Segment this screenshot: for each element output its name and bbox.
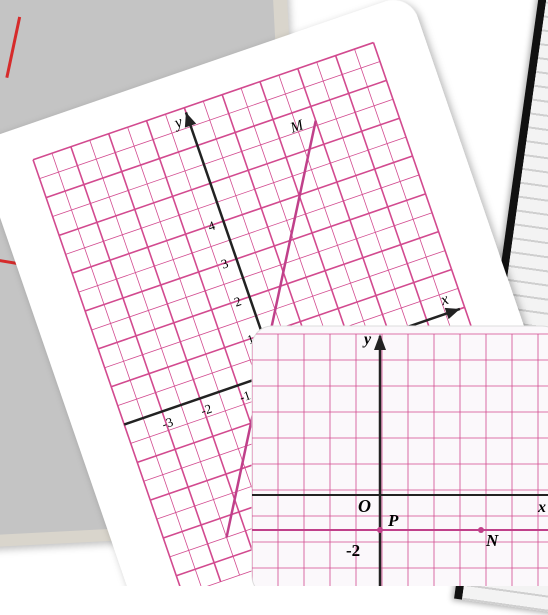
point-n: [478, 527, 484, 533]
grid-line: [32, 41, 374, 161]
x-tick-label: -2: [199, 401, 214, 419]
grid-line: [58, 117, 400, 237]
inset-grid: [252, 333, 548, 586]
grid-line: [51, 153, 203, 586]
x-axis-arrow-icon: [444, 307, 460, 320]
grid-line: [91, 212, 433, 331]
inset-x-axis-label: x: [537, 499, 546, 516]
grid-line: [45, 79, 387, 199]
inset-origin-label: O: [358, 496, 371, 516]
y-tick-label: 4: [206, 217, 218, 233]
point-p: [377, 527, 383, 533]
grid-line: [39, 61, 381, 180]
grid-line: [65, 136, 407, 255]
inset-graph-card: y x O P N -2: [251, 325, 548, 586]
inset-y-axis-arrow-icon: [374, 334, 386, 350]
grid-line: [107, 133, 260, 569]
x-tick-label: -1: [237, 387, 252, 405]
y-tick-label: 1: [245, 331, 256, 347]
grid-line: [78, 174, 420, 293]
grid-line: [70, 146, 222, 582]
grid-line: [84, 193, 426, 312]
inset-y-tick-label: -2: [346, 541, 360, 560]
inset-card-face: [251, 325, 548, 586]
point-p-label: P: [387, 511, 399, 530]
inset-y-axis-label: y: [362, 331, 372, 348]
y-tick-labels: 1 2 3 4: [206, 217, 256, 347]
y-tick-label: 2: [232, 293, 243, 309]
grid-line: [52, 98, 394, 217]
grid-line: [71, 155, 413, 274]
grid-line: [97, 230, 439, 350]
point-n-label: N: [485, 531, 499, 550]
y-tick-label: 3: [219, 255, 230, 271]
grid-line: [89, 140, 240, 576]
grid-line: [32, 159, 184, 586]
x-tick-label: -3: [160, 414, 175, 432]
y-axis-arrow-icon: [184, 112, 197, 128]
